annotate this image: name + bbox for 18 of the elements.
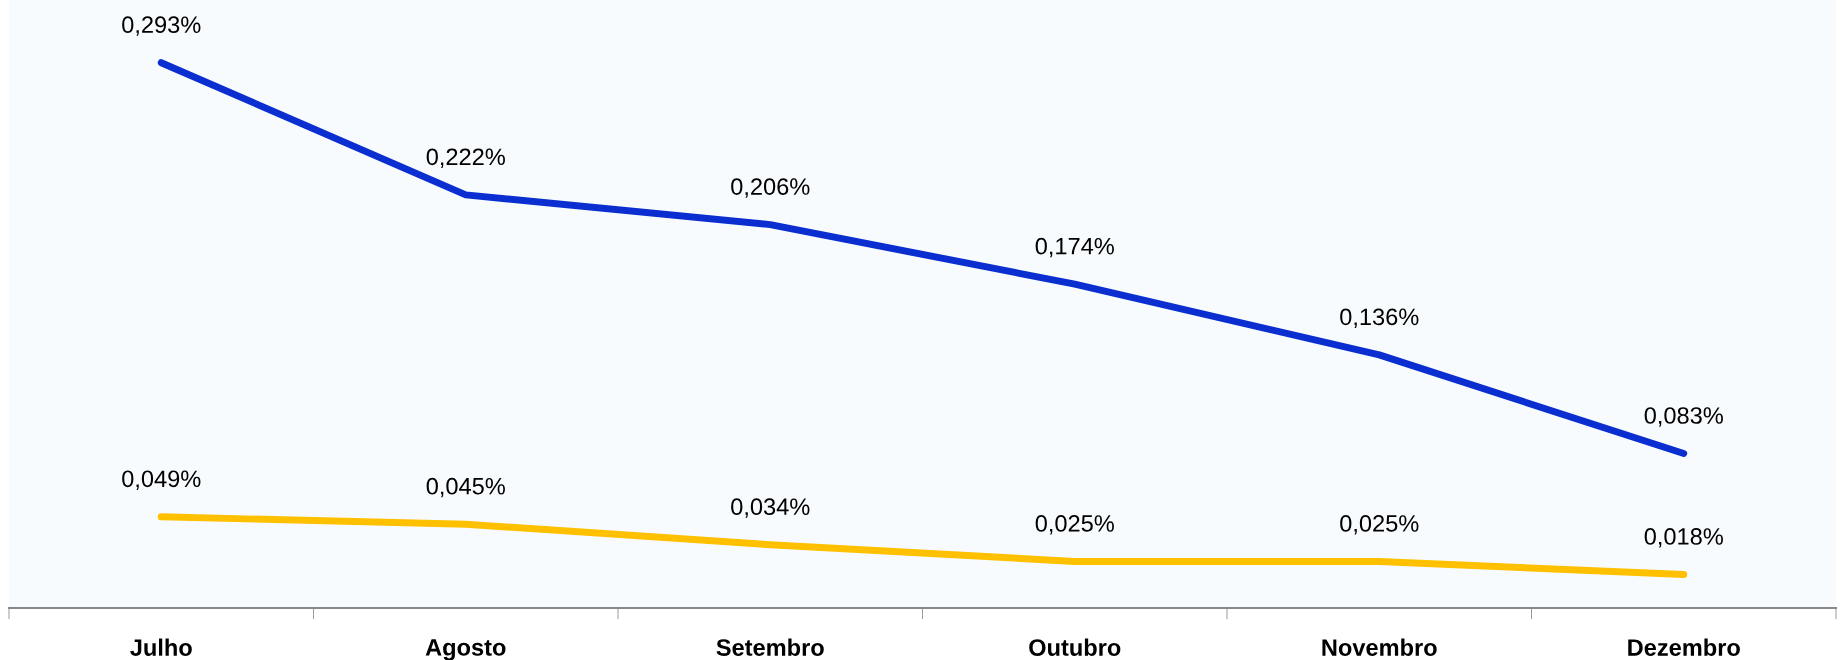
- x-tick-label: Julho: [130, 638, 192, 656]
- data-label: 0,018%: [1644, 528, 1723, 548]
- data-label: 0,083%: [1644, 407, 1723, 427]
- data-label: 0,034%: [731, 498, 810, 518]
- data-label: 0,025%: [1340, 515, 1419, 535]
- x-tick-label: Agosto: [425, 639, 506, 660]
- data-label: 0,136%: [1340, 308, 1419, 329]
- data-label: 0,174%: [1035, 237, 1114, 258]
- data-label: 0,049%: [122, 470, 201, 490]
- x-tick-label: Outubro: [1029, 638, 1121, 656]
- x-tick-label: Dezembro: [1628, 638, 1740, 656]
- data-label: 0,025%: [1035, 515, 1114, 535]
- x-tick-label: Setembro: [716, 638, 824, 656]
- data-label: 0,222%: [426, 148, 505, 168]
- data-label: 0,045%: [426, 477, 505, 498]
- data-label: 0,206%: [731, 178, 810, 198]
- data-label: 0,293%: [122, 16, 201, 36]
- x-tick-label: Novembro: [1322, 638, 1437, 656]
